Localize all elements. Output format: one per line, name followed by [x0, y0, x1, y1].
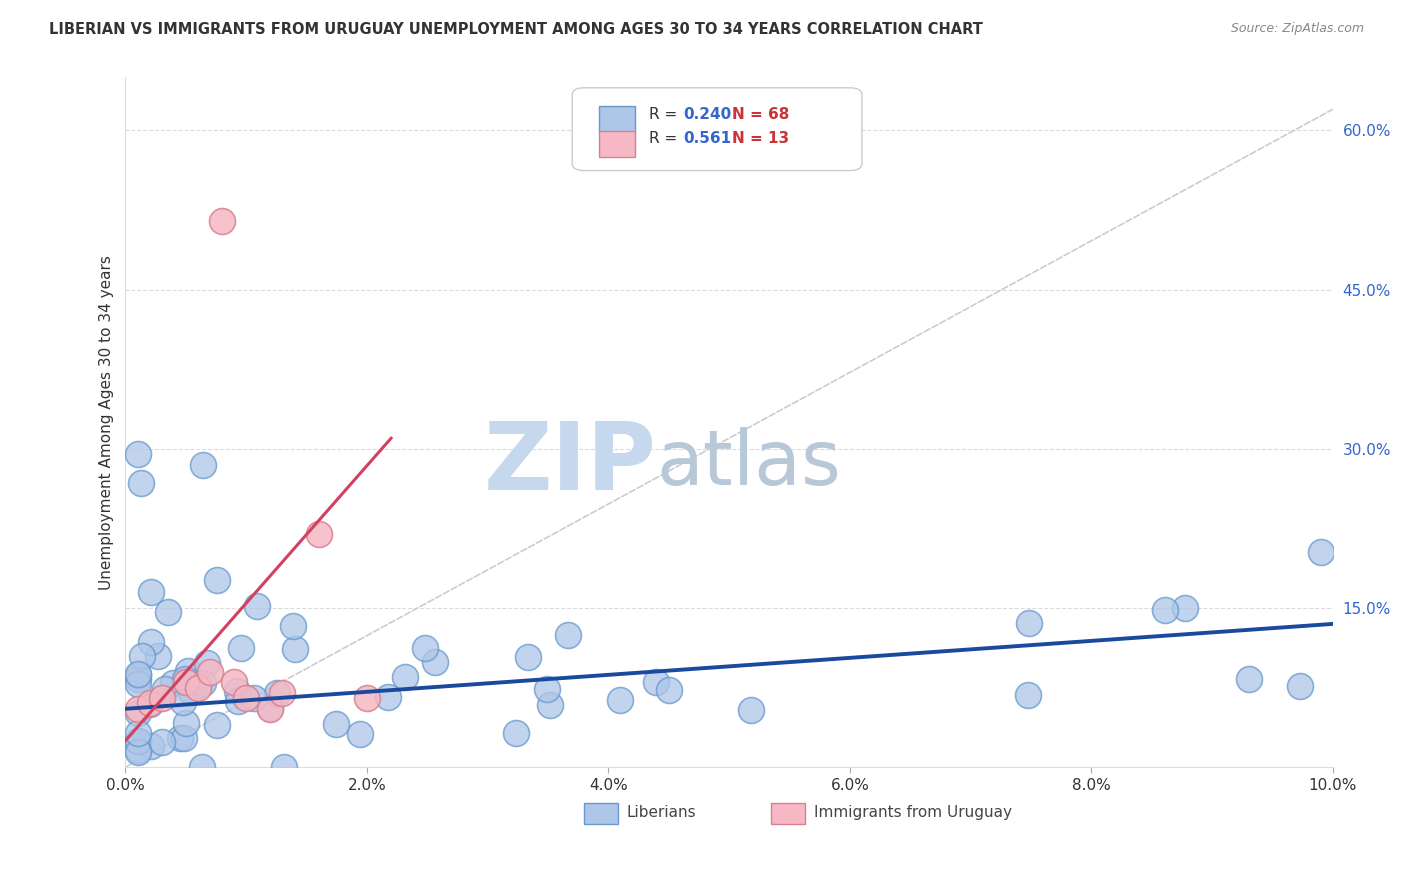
Point	[172, 695, 194, 709]
Point	[516, 649, 538, 664]
Y-axis label: Unemployment Among Ages 30 to 34 years: Unemployment Among Ages 30 to 34 years	[100, 255, 114, 590]
Point	[127, 677, 149, 691]
Point	[1017, 688, 1039, 702]
Point	[259, 702, 281, 716]
Point	[658, 682, 681, 697]
Point	[127, 745, 149, 759]
Text: R =: R =	[650, 131, 682, 146]
Point	[127, 734, 149, 748]
Point	[229, 641, 252, 656]
Point	[174, 672, 197, 686]
Point	[423, 656, 446, 670]
Point	[138, 697, 160, 711]
Point	[127, 666, 149, 681]
Point	[538, 698, 561, 713]
Point	[162, 676, 184, 690]
Point	[187, 681, 209, 695]
Point	[308, 526, 330, 541]
Point	[157, 605, 180, 619]
Point	[207, 574, 229, 588]
Text: 0.240: 0.240	[683, 107, 731, 122]
Point	[243, 690, 266, 705]
Text: ZIP: ZIP	[484, 417, 657, 509]
Point	[259, 701, 281, 715]
Point	[266, 686, 288, 700]
Point	[740, 703, 762, 717]
Point	[174, 715, 197, 730]
Point	[169, 731, 191, 746]
Point	[349, 727, 371, 741]
Point	[283, 619, 305, 633]
Text: N = 13: N = 13	[731, 131, 789, 146]
Point	[176, 664, 198, 678]
Point	[394, 670, 416, 684]
Point	[413, 641, 436, 656]
Point	[127, 672, 149, 686]
Point	[536, 681, 558, 696]
Point	[191, 760, 214, 774]
Point	[198, 665, 221, 679]
Point	[211, 213, 233, 227]
Point	[150, 735, 173, 749]
Point	[284, 641, 307, 656]
Point	[127, 668, 149, 682]
Point	[174, 675, 197, 690]
Point	[1309, 545, 1331, 559]
Point	[173, 731, 195, 746]
Point	[138, 697, 160, 711]
Point	[146, 649, 169, 664]
Point	[1153, 602, 1175, 616]
Text: Immigrants from Uruguay: Immigrants from Uruguay	[814, 805, 1012, 820]
Point	[195, 657, 218, 671]
Point	[153, 682, 176, 697]
Point	[609, 693, 631, 707]
Point	[127, 447, 149, 461]
Text: LIBERIAN VS IMMIGRANTS FROM URUGUAY UNEMPLOYMENT AMONG AGES 30 TO 34 YEARS CORRE: LIBERIAN VS IMMIGRANTS FROM URUGUAY UNEM…	[49, 22, 983, 37]
Text: R =: R =	[650, 107, 682, 122]
Point	[139, 635, 162, 649]
Point	[180, 685, 202, 699]
Point	[235, 691, 257, 706]
Point	[325, 717, 347, 731]
Point	[557, 628, 579, 642]
Point	[131, 649, 153, 664]
Point	[139, 584, 162, 599]
Point	[271, 686, 294, 700]
Point	[127, 734, 149, 748]
Point	[188, 678, 211, 692]
Point	[1237, 672, 1260, 686]
Point	[505, 725, 527, 739]
Text: N = 68: N = 68	[731, 107, 789, 122]
Point	[129, 475, 152, 490]
Point	[224, 675, 246, 690]
FancyBboxPatch shape	[599, 106, 636, 133]
Point	[191, 458, 214, 472]
Point	[127, 702, 149, 716]
Point	[127, 742, 149, 756]
Point	[193, 676, 215, 690]
Point	[645, 675, 668, 690]
Text: atlas: atlas	[657, 426, 842, 500]
Point	[127, 726, 149, 740]
Text: Liberians: Liberians	[627, 805, 696, 820]
FancyBboxPatch shape	[599, 130, 636, 157]
Point	[356, 691, 378, 706]
Point	[150, 691, 173, 706]
Point	[127, 706, 149, 720]
Point	[226, 694, 249, 708]
FancyBboxPatch shape	[585, 803, 619, 823]
Point	[1288, 679, 1310, 693]
Point	[1174, 601, 1197, 615]
Point	[1018, 615, 1040, 630]
Point	[377, 690, 399, 704]
Point	[139, 739, 162, 753]
Point	[273, 760, 295, 774]
Text: Source: ZipAtlas.com: Source: ZipAtlas.com	[1230, 22, 1364, 36]
Point	[246, 599, 269, 613]
Point	[226, 683, 249, 698]
FancyBboxPatch shape	[572, 87, 862, 170]
FancyBboxPatch shape	[772, 803, 806, 823]
Text: 0.561: 0.561	[683, 131, 731, 146]
Point	[205, 718, 228, 732]
